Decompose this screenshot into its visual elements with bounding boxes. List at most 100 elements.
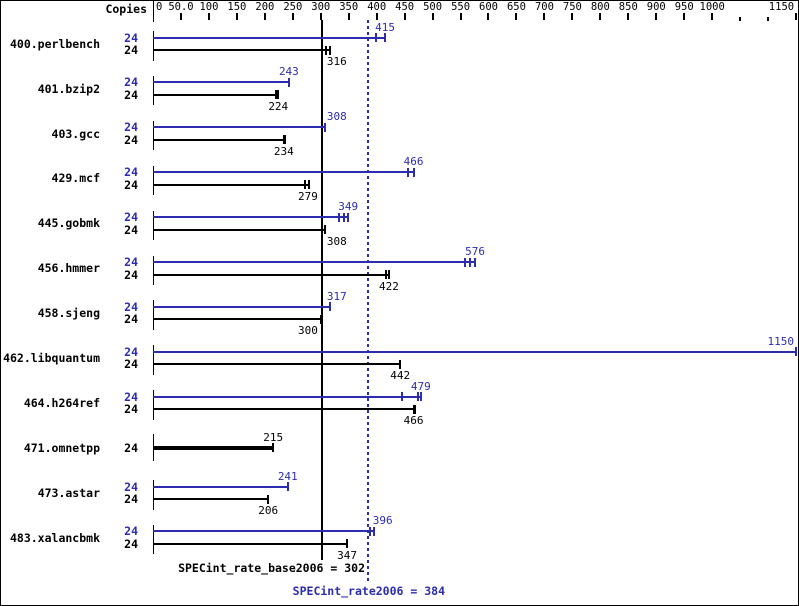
bar-value-label: 308 (326, 234, 347, 248)
group-bracket (153, 390, 154, 420)
group-bracket (153, 524, 154, 555)
benchmark-label: 403.gcc (51, 126, 100, 141)
bar-end-tick (324, 122, 327, 132)
bar-end-tick (343, 212, 346, 222)
axis-tick (431, 13, 434, 20)
axis-tick-label: 900 (646, 1, 666, 13)
bar-value-label: 466 (403, 414, 424, 428)
axis-tick (487, 13, 490, 20)
bar-end-tick (303, 180, 306, 190)
copies-label: 24 (124, 389, 138, 404)
bar-end-tick (347, 212, 350, 222)
bar-value-label: 347 (337, 548, 357, 562)
axis-tick-label: 650 (506, 1, 526, 13)
copies-label: 24 (124, 344, 138, 359)
axis-tick-label: 700 (534, 1, 554, 13)
bar-end-tick (375, 33, 378, 42)
group-bracket (153, 255, 154, 285)
bar-value-label: 234 (273, 144, 294, 158)
bar-end-tick (329, 302, 332, 312)
bar-end-tick (474, 257, 477, 267)
copies-label: 24 (124, 177, 138, 192)
bar-peak (153, 485, 288, 488)
axis-tick-label: 550 (451, 1, 471, 13)
bar-end-tick (324, 225, 327, 235)
benchmark-label: 401.bzip2 (37, 81, 100, 96)
bar-value-label: 241 (277, 469, 298, 483)
reference-line-base (320, 20, 323, 560)
axis-tick-label: 600 (479, 1, 498, 13)
bar-value-label: 466 (403, 155, 424, 169)
bar-base (153, 49, 330, 51)
axis-tick (795, 13, 797, 20)
axis-tick-label: 450 (395, 1, 415, 13)
bar-end-tick (399, 359, 402, 369)
bar-end-tick (373, 526, 376, 536)
axis-tick (655, 13, 658, 20)
bar-peak (153, 171, 414, 174)
copies-label: 24 (124, 132, 138, 147)
copies-label: 24 (124, 402, 138, 417)
axis-tick (347, 13, 350, 20)
bar-base (153, 408, 414, 411)
axis-tick-label: 250 (283, 1, 303, 13)
bar-end-tick (267, 494, 270, 504)
bar-end-tick (282, 135, 286, 145)
bar-end-tick (319, 314, 323, 324)
bar-value-label: 479 (410, 379, 431, 393)
copies-label: 24 (124, 75, 138, 90)
bar-value-label: 308 (326, 110, 347, 124)
bar-end-tick (400, 392, 403, 402)
axis-tick-label: 1000 (699, 1, 725, 13)
group-bracket (153, 210, 154, 241)
bar-peak (153, 305, 331, 308)
axis-tick-label: 50.0 (168, 1, 194, 13)
bar-end-tick (324, 45, 327, 55)
benchmark-label: 483.xalancbmk (9, 530, 100, 545)
bar-value-label: 206 (258, 504, 279, 517)
bar-peak (153, 261, 476, 263)
copies-label: 24 (124, 43, 138, 57)
bar-base (153, 228, 326, 231)
copies-label: 24 (124, 222, 138, 237)
axis-tick (375, 13, 378, 20)
bar-base (153, 318, 321, 321)
benchmark-label: 458.sjeng (37, 306, 100, 321)
bar-value-label: 349 (338, 200, 359, 214)
benchmark-label: 464.h264ref (23, 395, 100, 410)
copies-label: 24 (124, 267, 138, 282)
axis-tick-label: 800 (590, 1, 610, 13)
base-summary-label: SPECint_rate_base2006 = 302 (178, 561, 365, 575)
bar-end-tick (286, 482, 289, 491)
axis-tick (235, 13, 238, 20)
group-bracket (153, 300, 154, 330)
bar-value-label: 422 (379, 279, 399, 293)
axis-tick (263, 13, 266, 20)
axis-tick-label: 350 (339, 1, 359, 13)
group-bracket (153, 480, 154, 510)
copies-label: 24 (124, 87, 138, 102)
reference-line-peak (366, 20, 369, 584)
bar-end-tick (346, 539, 349, 549)
axis-tick (179, 13, 182, 20)
copies-label: 24 (124, 357, 138, 372)
bar-base (153, 183, 309, 186)
bar-end-tick (412, 167, 415, 177)
copies-label: 24 (124, 210, 138, 225)
bar-single (153, 445, 274, 450)
axis-tick-label: 100 (199, 1, 219, 13)
bar-end-tick (277, 90, 280, 100)
bar-base (153, 542, 348, 545)
bar-end-tick (412, 404, 416, 414)
axis-tick-label: 400 (367, 1, 387, 13)
axis-tick (711, 13, 714, 20)
bar-base (153, 93, 279, 96)
group-bracket (153, 75, 154, 106)
bar-end-tick (416, 392, 419, 402)
benchmark-label: 473.astar (37, 485, 100, 500)
bar-end-tick (272, 443, 275, 453)
axis-tick-label: 500 (423, 1, 443, 13)
copies-label: 24 (124, 536, 138, 551)
benchmark-label: 462.libquantum (3, 351, 100, 366)
